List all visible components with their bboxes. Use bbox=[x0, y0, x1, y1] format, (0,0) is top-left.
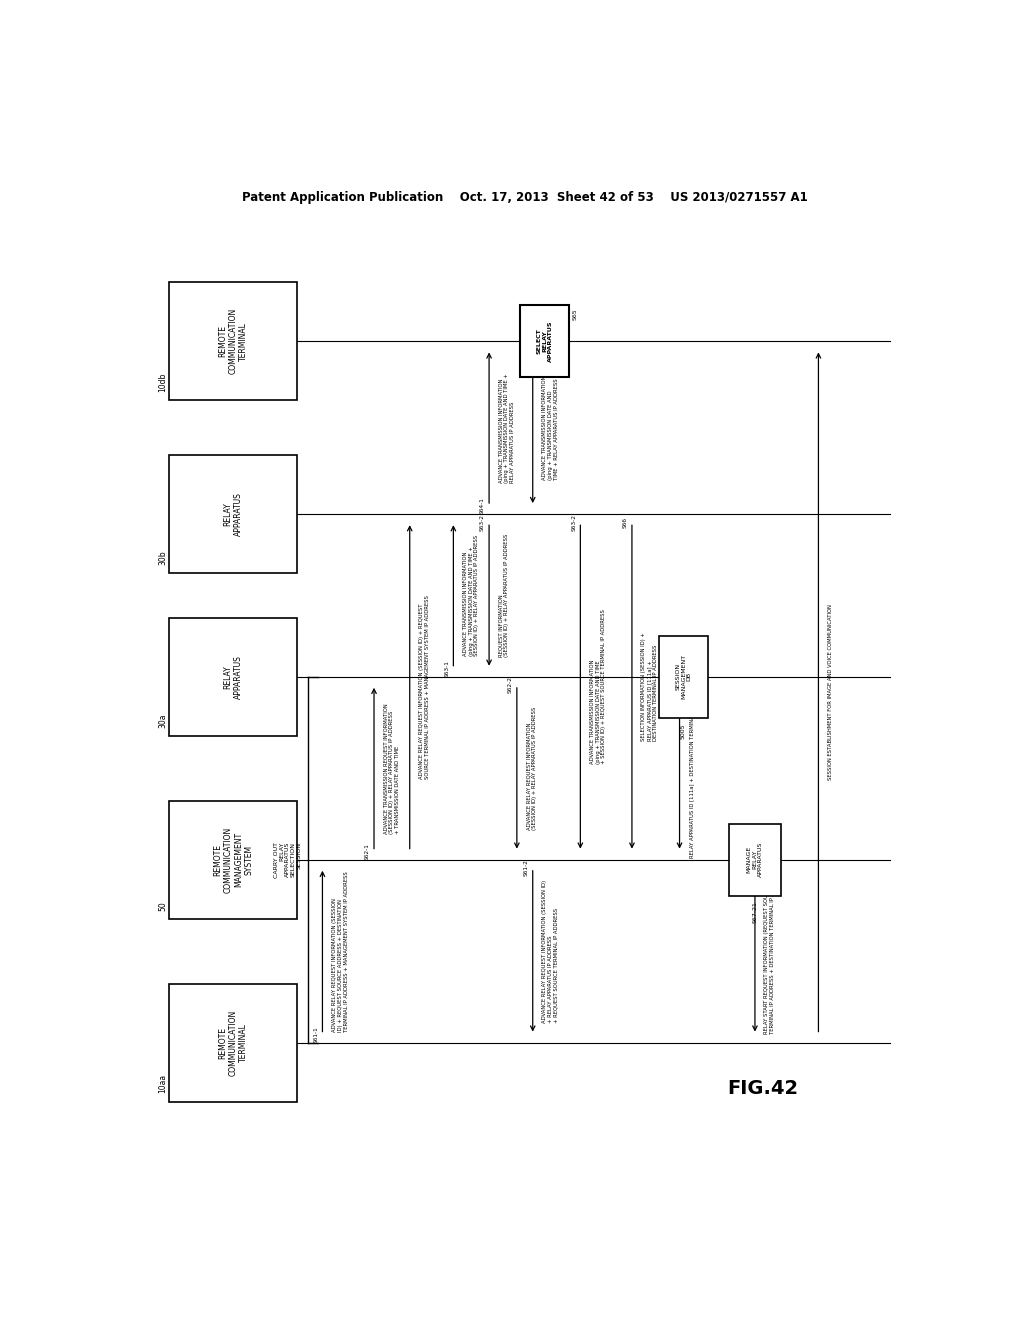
Text: ADVANCE TRANSMISSION INFORMATION
(ping + TRANSMISSION DATE AND TIME +
RELAY APPA: ADVANCE TRANSMISSION INFORMATION (ping +… bbox=[499, 372, 515, 483]
Text: ADVANCE RELAY REQUEST INFORMATION (SESSION
ID) + REQUEST SOURCE ADDRESS + DESTIN: ADVANCE RELAY REQUEST INFORMATION (SESSI… bbox=[332, 871, 348, 1031]
FancyBboxPatch shape bbox=[169, 801, 297, 919]
FancyBboxPatch shape bbox=[169, 455, 297, 573]
Text: FIG.42: FIG.42 bbox=[727, 1078, 799, 1098]
Text: S67-1: S67-1 bbox=[671, 676, 676, 693]
FancyBboxPatch shape bbox=[169, 282, 297, 400]
Text: 30a: 30a bbox=[159, 713, 168, 727]
Text: SESSION
MANAGEMENT
DB: SESSION MANAGEMENT DB bbox=[675, 655, 692, 700]
Text: S68: S68 bbox=[745, 862, 751, 874]
Text: S62-1: S62-1 bbox=[365, 843, 370, 861]
Text: S65: S65 bbox=[572, 309, 578, 319]
Text: CARRY OUT
RELAY
APPARATUS
SELECTION
SESSION: CARRY OUT RELAY APPARATUS SELECTION SESS… bbox=[273, 842, 302, 878]
Text: ADVANCE TRANSMISSION INFORMATION
(ping + TRANSMISSION DATE AND TIME
+ SESSION ID: ADVANCE TRANSMISSION INFORMATION (ping +… bbox=[590, 610, 606, 764]
Text: 30b: 30b bbox=[159, 550, 168, 565]
Text: SELECT
RELAY
APPARATUS: SELECT RELAY APPARATUS bbox=[537, 321, 553, 362]
Text: REMOTE
COMMUNICATION
TERMINAL: REMOTE COMMUNICATION TERMINAL bbox=[218, 309, 248, 375]
Text: RELAY START REQUEST INFORMATION (REQUEST SOURCE
TERMINAL IP ADDRESS + DESTINATIO: RELAY START REQUEST INFORMATION (REQUEST… bbox=[765, 869, 775, 1034]
Text: SESSION ESTABLISHMENT FOR IMAGE AND VOICE COMMUNICATION: SESSION ESTABLISHMENT FOR IMAGE AND VOIC… bbox=[828, 605, 833, 780]
FancyBboxPatch shape bbox=[520, 305, 569, 378]
Text: S63-2: S63-2 bbox=[571, 513, 577, 531]
Text: S63-1: S63-1 bbox=[444, 660, 450, 677]
Text: S61-2: S61-2 bbox=[523, 859, 528, 876]
Text: MANAGE
RELAY
APPARATUS: MANAGE RELAY APPARATUS bbox=[746, 842, 763, 878]
Text: REQUEST INFORMATION
(SESSION ID) + RELAY APPARATUS IP ADDRESS: REQUEST INFORMATION (SESSION ID) + RELAY… bbox=[499, 533, 509, 657]
Text: S64-1: S64-1 bbox=[480, 498, 485, 515]
Text: ADVANCE TRANSMISSION INFORMATION
(ping + TRANSMISSION DATE AND
TIME + RELAY APPA: ADVANCE TRANSMISSION INFORMATION (ping +… bbox=[543, 376, 559, 480]
FancyBboxPatch shape bbox=[659, 636, 708, 718]
Text: 50: 50 bbox=[159, 900, 168, 911]
Text: S66: S66 bbox=[623, 516, 628, 528]
FancyBboxPatch shape bbox=[729, 824, 781, 896]
Text: 10aa: 10aa bbox=[159, 1074, 168, 1093]
FancyBboxPatch shape bbox=[169, 983, 297, 1102]
Text: ADVANCE RELAY REQUEST INFORMATION (SESSION ID)
+ RELAY APPARATUS IP ADDRESS
+ RE: ADVANCE RELAY REQUEST INFORMATION (SESSI… bbox=[543, 879, 559, 1023]
Text: Patent Application Publication    Oct. 17, 2013  Sheet 42 of 53    US 2013/02715: Patent Application Publication Oct. 17, … bbox=[242, 190, 808, 203]
Text: REMOTE
COMMUNICATION
TERMINAL: REMOTE COMMUNICATION TERMINAL bbox=[218, 1010, 248, 1076]
Text: RELAY
APPARATUS: RELAY APPARATUS bbox=[223, 492, 243, 536]
Text: S64-2: S64-2 bbox=[523, 341, 528, 358]
Text: S62-2: S62-2 bbox=[508, 676, 513, 693]
FancyBboxPatch shape bbox=[169, 618, 297, 735]
Text: S61-1: S61-1 bbox=[313, 1026, 318, 1043]
Text: ADVANCE TRANSMISSION REQUEST INFORMATION
(SESSION ID) + RELAY APPARATUS IP ADDRE: ADVANCE TRANSMISSION REQUEST INFORMATION… bbox=[384, 704, 400, 833]
Text: SELECTION INFORMATION (SESSION ID) +
RELAY APPARATUS ID [111a] +
DESTINATION TER: SELECTION INFORMATION (SESSION ID) + REL… bbox=[641, 632, 658, 742]
Text: ADVANCE RELAY REQUEST INFORMATION (SESSION ID) + REQUEST
SOURCE TERMINAL IP ADDR: ADVANCE RELAY REQUEST INFORMATION (SESSI… bbox=[419, 595, 430, 779]
Text: 5005: 5005 bbox=[681, 723, 686, 738]
Text: RELAY APPARATUS ID [111a] + DESTINATION TERMINAL IP ADDRESS: RELAY APPARATUS ID [111a] + DESTINATION … bbox=[689, 678, 694, 858]
Text: REMOTE
COMMUNICATION
MANAGEMENT
SYSTEM: REMOTE COMMUNICATION MANAGEMENT SYSTEM bbox=[213, 826, 253, 892]
Text: ADVANCE RELAY REQUEST INFORMATION
(SESSION ID) + RELAY APPARATUS IP ADDRESS: ADVANCE RELAY REQUEST INFORMATION (SESSI… bbox=[526, 706, 538, 830]
Text: S63-2: S63-2 bbox=[480, 513, 485, 531]
Text: S67-21: S67-21 bbox=[753, 900, 758, 923]
Text: RELAY
APPARATUS: RELAY APPARATUS bbox=[223, 655, 243, 698]
Text: 10db: 10db bbox=[159, 372, 168, 392]
Text: ADVANCE TRANSMISSION INFORMATION
(ping + TRANSMISSION DATE AND TIME +
SESSION ID: ADVANCE TRANSMISSION INFORMATION (ping +… bbox=[463, 535, 479, 656]
